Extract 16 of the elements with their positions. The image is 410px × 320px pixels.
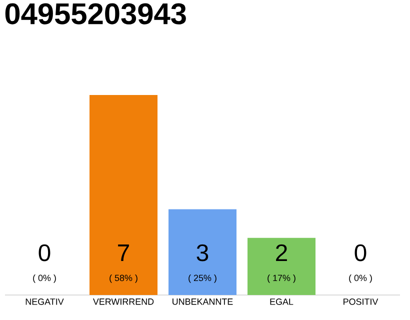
x-tick-label: POSITIV	[344, 298, 378, 305]
x-tick-label: VERWIRREND	[92, 298, 154, 305]
x-tick-label: NEGATIV	[26, 298, 64, 305]
data-label: 0	[38, 244, 50, 262]
x-tick-label: EGAL	[270, 298, 294, 305]
data-label: 3	[196, 244, 208, 262]
x-tick-label: UNBEKANNTE	[172, 298, 233, 305]
chart-title: 04955203943	[5, 3, 186, 24]
annotation: ( 0% )	[33, 274, 56, 283]
annotation: ( 58% )	[110, 274, 138, 283]
annotation: ( 25% )	[188, 274, 216, 283]
annotation: ( 17% )	[268, 274, 296, 283]
data-label: 7	[118, 244, 129, 261]
data-label: 2	[276, 244, 287, 261]
data-label: 0	[354, 244, 366, 262]
annotation: ( 0% )	[349, 274, 372, 283]
